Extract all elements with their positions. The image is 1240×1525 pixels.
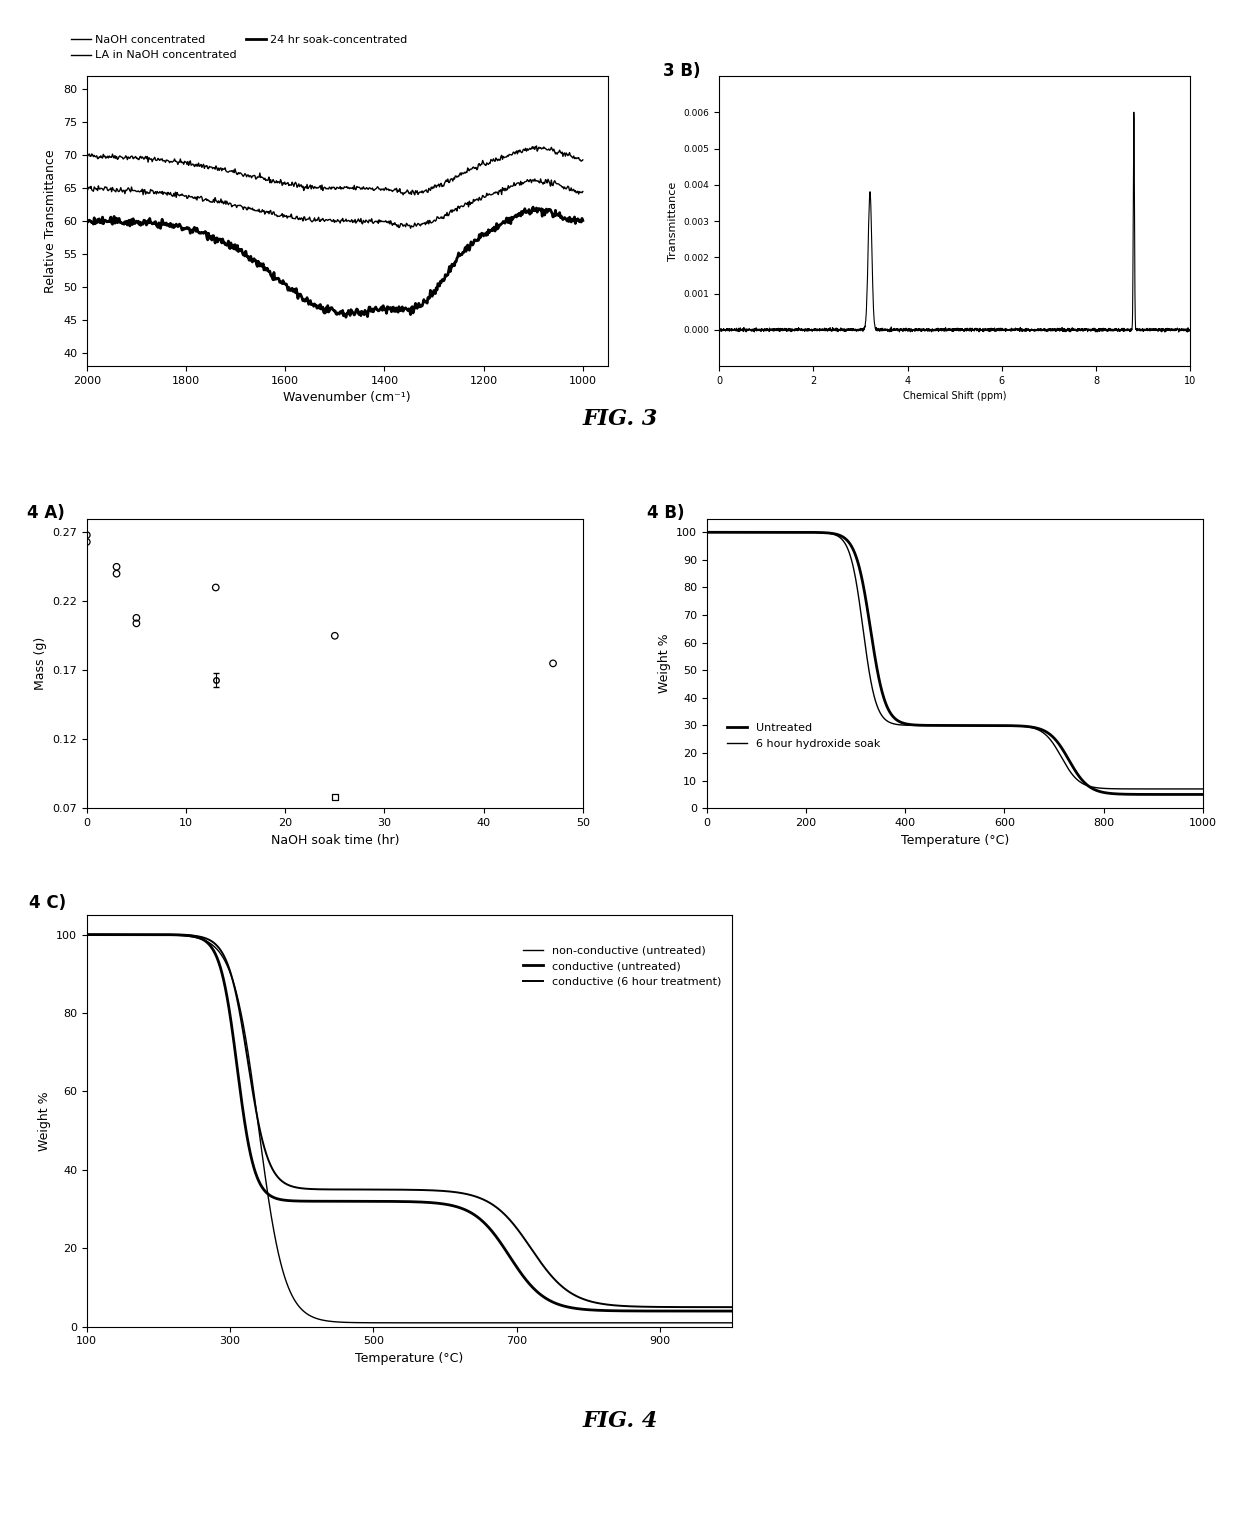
6 hour hydroxide soak xyxy=(940,717,955,735)
Y-axis label: Weight %: Weight % xyxy=(37,1090,51,1151)
Untreated xyxy=(699,523,714,541)
Text: 4 B): 4 B) xyxy=(647,503,684,522)
Point xyxy=(325,785,345,810)
conductive (6 hour treatment) xyxy=(376,1180,391,1199)
Untreated xyxy=(1195,785,1210,804)
Untreated xyxy=(1090,782,1105,801)
X-axis label: Chemical Shift (ppm): Chemical Shift (ppm) xyxy=(903,392,1007,401)
conductive (untreated) xyxy=(587,1301,601,1319)
6 hour hydroxide soak xyxy=(1090,779,1105,798)
non-conductive (untreated) xyxy=(113,926,128,944)
Text: FIG. 3: FIG. 3 xyxy=(583,409,657,430)
conductive (6 hour treatment) xyxy=(79,926,94,944)
Text: FIG. 4: FIG. 4 xyxy=(583,1411,657,1432)
Text: 4 C): 4 C) xyxy=(29,894,66,912)
X-axis label: Temperature (°C): Temperature (°C) xyxy=(900,834,1009,846)
Point xyxy=(77,523,97,547)
conductive (untreated) xyxy=(393,1193,408,1211)
6 hour hydroxide soak xyxy=(928,717,942,735)
conductive (untreated) xyxy=(79,926,94,944)
X-axis label: Wavenumber (cm⁻¹): Wavenumber (cm⁻¹) xyxy=(284,392,410,404)
Point xyxy=(107,555,126,580)
conductive (untreated) xyxy=(376,1193,391,1211)
conductive (untreated) xyxy=(724,1302,739,1321)
X-axis label: NaOH soak time (hr): NaOH soak time (hr) xyxy=(270,834,399,846)
Line: conductive (6 hour treatment): conductive (6 hour treatment) xyxy=(87,935,732,1307)
Line: 6 hour hydroxide soak: 6 hour hydroxide soak xyxy=(707,532,1203,788)
Line: conductive (untreated): conductive (untreated) xyxy=(87,935,732,1312)
non-conductive (untreated) xyxy=(711,1313,725,1331)
6 hour hydroxide soak xyxy=(699,523,714,541)
conductive (untreated) xyxy=(706,1302,720,1321)
conductive (6 hour treatment) xyxy=(706,1298,720,1316)
X-axis label: Temperature (°C): Temperature (°C) xyxy=(355,1353,464,1365)
Text: 3 B): 3 B) xyxy=(662,61,701,79)
conductive (6 hour treatment) xyxy=(113,926,128,944)
Legend: NaOH concentrated, LA in NaOH concentrated, 24 hr soak-concentrated: NaOH concentrated, LA in NaOH concentrat… xyxy=(66,30,412,66)
Untreated xyxy=(1180,785,1195,804)
Point xyxy=(107,561,126,586)
Point xyxy=(206,575,226,599)
Y-axis label: Relative Transmittance: Relative Transmittance xyxy=(45,149,57,293)
non-conductive (untreated) xyxy=(587,1313,601,1331)
Line: Untreated: Untreated xyxy=(707,532,1203,795)
Untreated xyxy=(928,717,942,735)
non-conductive (untreated) xyxy=(724,1313,739,1331)
conductive (6 hour treatment) xyxy=(706,1298,720,1316)
Legend: Untreated, 6 hour hydroxide soak: Untreated, 6 hour hydroxide soak xyxy=(722,718,884,753)
6 hour hydroxide soak xyxy=(1180,779,1195,798)
Point xyxy=(126,605,146,630)
6 hour hydroxide soak xyxy=(724,523,739,541)
conductive (6 hour treatment) xyxy=(587,1293,601,1312)
non-conductive (untreated) xyxy=(706,1313,720,1331)
Point xyxy=(77,529,97,554)
non-conductive (untreated) xyxy=(393,1313,408,1331)
Line: non-conductive (untreated): non-conductive (untreated) xyxy=(87,935,732,1322)
6 hour hydroxide soak xyxy=(1195,779,1210,798)
Legend: non-conductive (untreated), conductive (untreated), conductive (6 hour treatment: non-conductive (untreated), conductive (… xyxy=(518,941,727,991)
Text: 4 A): 4 A) xyxy=(27,503,64,522)
6 hour hydroxide soak xyxy=(1180,779,1195,798)
Y-axis label: Mass (g): Mass (g) xyxy=(33,637,47,689)
Y-axis label: Weight %: Weight % xyxy=(657,633,671,694)
Y-axis label: Transmittance: Transmittance xyxy=(668,181,678,261)
Point xyxy=(126,612,146,636)
Point xyxy=(543,651,563,676)
conductive (6 hour treatment) xyxy=(393,1180,408,1199)
Untreated xyxy=(724,523,739,541)
conductive (untreated) xyxy=(113,926,128,944)
conductive (6 hour treatment) xyxy=(724,1298,739,1316)
Untreated xyxy=(1180,785,1195,804)
conductive (untreated) xyxy=(706,1302,720,1321)
non-conductive (untreated) xyxy=(79,926,94,944)
Point xyxy=(325,624,345,648)
Untreated xyxy=(940,717,955,735)
non-conductive (untreated) xyxy=(376,1313,391,1331)
non-conductive (untreated) xyxy=(706,1313,720,1331)
